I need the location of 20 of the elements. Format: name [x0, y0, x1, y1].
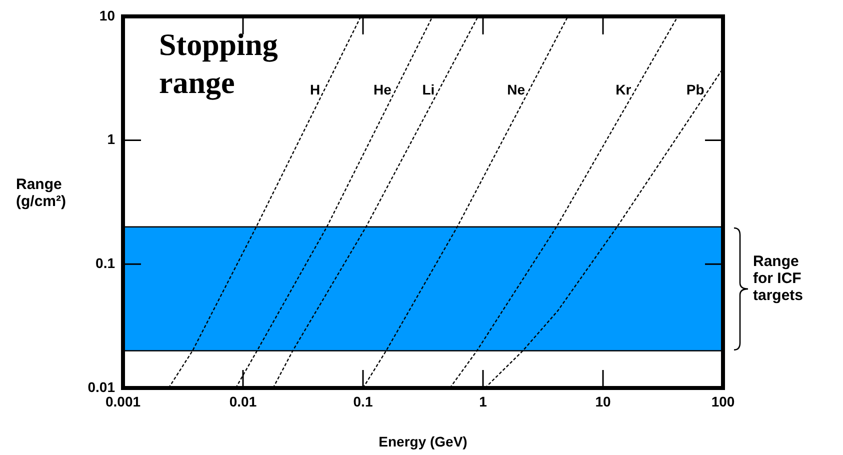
- x-tick-label: 1: [479, 393, 488, 410]
- x-tick-label: 100: [711, 393, 735, 410]
- series-label: Pb: [686, 81, 704, 98]
- y-tick-label: 0.01: [88, 378, 116, 395]
- y-tick-label: 10: [99, 7, 116, 24]
- band-label: Range for ICF targets: [753, 252, 804, 304]
- x-tick-label: 10: [595, 393, 611, 410]
- series-label: Kr: [616, 81, 632, 98]
- text: Stopping range: [159, 27, 278, 100]
- x-tick-label: 0.1: [353, 393, 373, 410]
- series-label: H: [310, 81, 320, 98]
- y-tick-label: 1: [107, 131, 116, 148]
- x-tick-label: 0.01: [229, 393, 257, 410]
- series-label: He: [374, 81, 392, 98]
- series-label: Li: [422, 81, 435, 98]
- x-axis-title: Energy (GeV): [378, 433, 468, 450]
- series-label: Ne: [507, 81, 526, 98]
- x-tick-label: 0.001: [105, 393, 141, 410]
- y-tick-label: 0.1: [96, 254, 116, 271]
- y-axis-title: Range (g/cm²): [16, 176, 67, 210]
